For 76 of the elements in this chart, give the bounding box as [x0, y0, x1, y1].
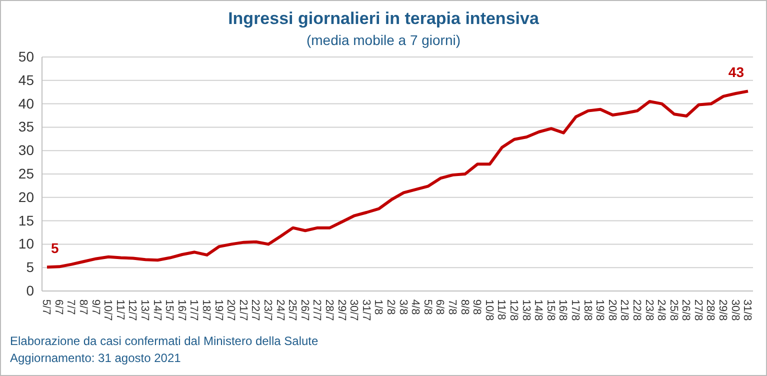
- line-series: [46, 90, 750, 269]
- x-tick-label: 22/8: [630, 299, 642, 321]
- x-tick-label: 10/8: [482, 299, 495, 321]
- x-tick-label: 31/8: [741, 299, 754, 321]
- x-tick-label: 20/7: [224, 299, 237, 321]
- x-tick-label: 27/7: [310, 299, 323, 321]
- y-tick-label: 35: [18, 118, 34, 135]
- x-tick-label: 21/8: [618, 299, 630, 321]
- text: Aggiornamento: 31 agosto 2021: [10, 351, 182, 365]
- x-tick-label: 28/8: [704, 299, 716, 321]
- x-tick-label: 29/7: [335, 299, 348, 321]
- x-tick-label: 26/7: [298, 299, 310, 321]
- x-tick-label: 29/8: [716, 299, 729, 321]
- x-tick-label: 4/8: [409, 299, 422, 315]
- y-tick-label: 0: [26, 282, 34, 298]
- x-tick-label: 15/7: [163, 299, 176, 321]
- x-tick-label: 13/8: [520, 299, 532, 321]
- x-tick-label: 30/8: [728, 299, 741, 321]
- y-tick-label: 5: [26, 259, 34, 276]
- y-tick-label: 20: [18, 188, 34, 205]
- x-tick-label: 21/7: [236, 299, 249, 321]
- x-tick-label: 26/8: [680, 299, 692, 321]
- x-tick-label: 6/7: [52, 299, 64, 315]
- chart-subtitle: (media mobile a 7 giorni): [306, 32, 461, 48]
- x-tick-label: 10/7: [102, 299, 114, 321]
- annotation: 43: [728, 64, 744, 80]
- text: Elaborazione da casi confermati dal Ministero della Salute: [10, 334, 318, 348]
- x-tick-label: 7/8: [446, 299, 458, 315]
- x-tick-label: 12/7: [126, 299, 138, 321]
- x-tick-label: 14/8: [532, 299, 544, 321]
- y-tick-label: 25: [18, 165, 34, 182]
- x-tick-label: 17/7: [188, 299, 200, 321]
- x-tick-label: 14/7: [150, 299, 163, 321]
- x-tick-label: 9/7: [89, 299, 102, 315]
- x-tick-label: 30/7: [348, 299, 360, 321]
- x-tick-label: 2/8: [384, 299, 396, 315]
- y-tick-label: 45: [18, 72, 34, 88]
- x-tick-label: 24/8: [655, 299, 668, 321]
- chart-title: Ingressi giornalieri in terapia intensiva: [228, 9, 540, 28]
- x-tick-label: 16/8: [556, 299, 569, 321]
- x-tick-label: 18/8: [581, 299, 594, 321]
- x-tick-label: 28/7: [323, 299, 336, 321]
- x-tick-label: 25/7: [286, 299, 298, 321]
- y-tick-label: 15: [18, 212, 34, 228]
- x-tick-label: 18/7: [200, 299, 212, 321]
- x-tick-label: 23/7: [262, 299, 274, 321]
- x-tick-label: 16/7: [175, 299, 188, 321]
- x-tick-label: 8/8: [458, 299, 470, 315]
- x-tick-label: 7/7: [64, 299, 77, 315]
- x-tick-label: 24/7: [274, 299, 286, 321]
- y-tick-label: 10: [18, 236, 34, 252]
- x-tick-label: 22/7: [249, 299, 262, 321]
- x-tick-label: 11/7: [114, 299, 126, 320]
- x-tick-label: 13/7: [138, 299, 151, 321]
- y-tick-label: 40: [18, 95, 34, 112]
- x-tick-label: 31/7: [360, 299, 372, 321]
- x-tick-label: 15/8: [544, 299, 556, 321]
- x-tick-label: 27/8: [692, 299, 704, 321]
- x-tick-label: 11/8: [495, 299, 508, 320]
- x-tick-label: 8/7: [77, 299, 90, 315]
- x-tick-label: 20/8: [606, 299, 618, 321]
- x-tick-label: 19/8: [594, 299, 606, 321]
- x-tick-label: 17/8: [568, 299, 581, 321]
- x-tick-label: 19/7: [212, 299, 224, 321]
- y-tick-label: 30: [18, 142, 34, 158]
- x-tick-label: 5/8: [421, 299, 434, 315]
- annotation: 5: [51, 240, 59, 256]
- x-tick-label: 1/8: [372, 299, 384, 315]
- x-tick-label: 6/8: [434, 299, 446, 315]
- x-tick-label: 25/8: [667, 299, 680, 321]
- x-tick-label: 9/8: [470, 299, 483, 315]
- x-tick-label: 23/8: [642, 299, 655, 321]
- x-tick-label: 5/7: [40, 299, 52, 315]
- x-tick-label: 12/8: [507, 299, 520, 321]
- x-tick-label: 3/8: [396, 299, 409, 315]
- y-tick-label: 50: [18, 48, 34, 64]
